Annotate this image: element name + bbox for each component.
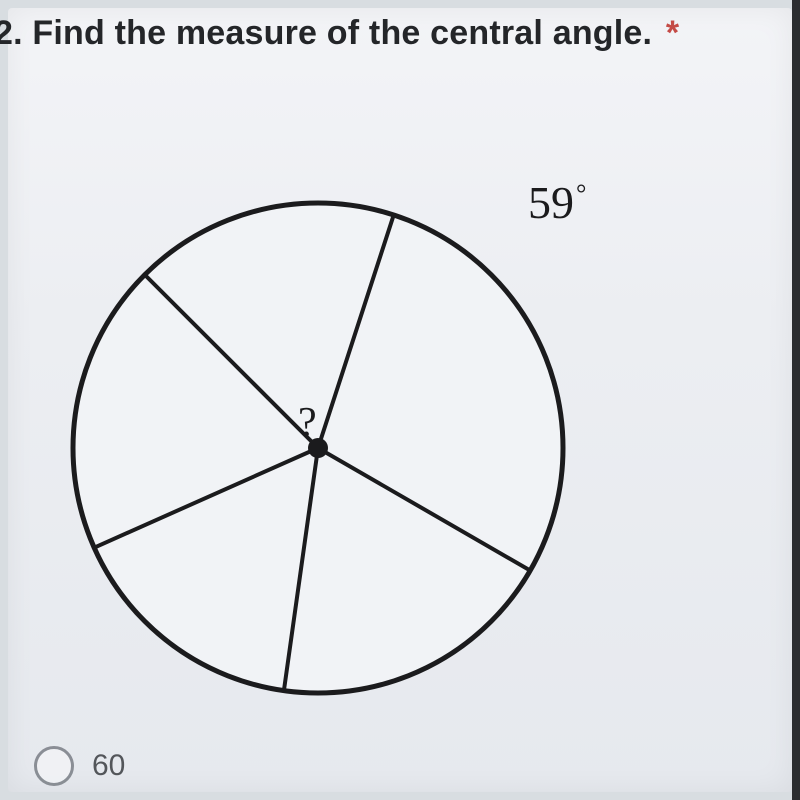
- question-number: 2.: [0, 14, 23, 52]
- arc-label-59: 59°: [528, 176, 586, 229]
- radio-icon[interactable]: [34, 746, 74, 786]
- question-body: Find the measure of the central angle.: [32, 14, 652, 52]
- circle-diagram: ?: [18, 158, 618, 718]
- svg-text:?: ?: [298, 400, 317, 446]
- question-text: 2. Find the measure of the central angle…: [0, 14, 679, 53]
- option-value: 60: [92, 749, 125, 783]
- screen-edge: [792, 0, 800, 800]
- answer-option-row[interactable]: 60: [34, 746, 125, 786]
- required-asterisk: *: [666, 14, 679, 52]
